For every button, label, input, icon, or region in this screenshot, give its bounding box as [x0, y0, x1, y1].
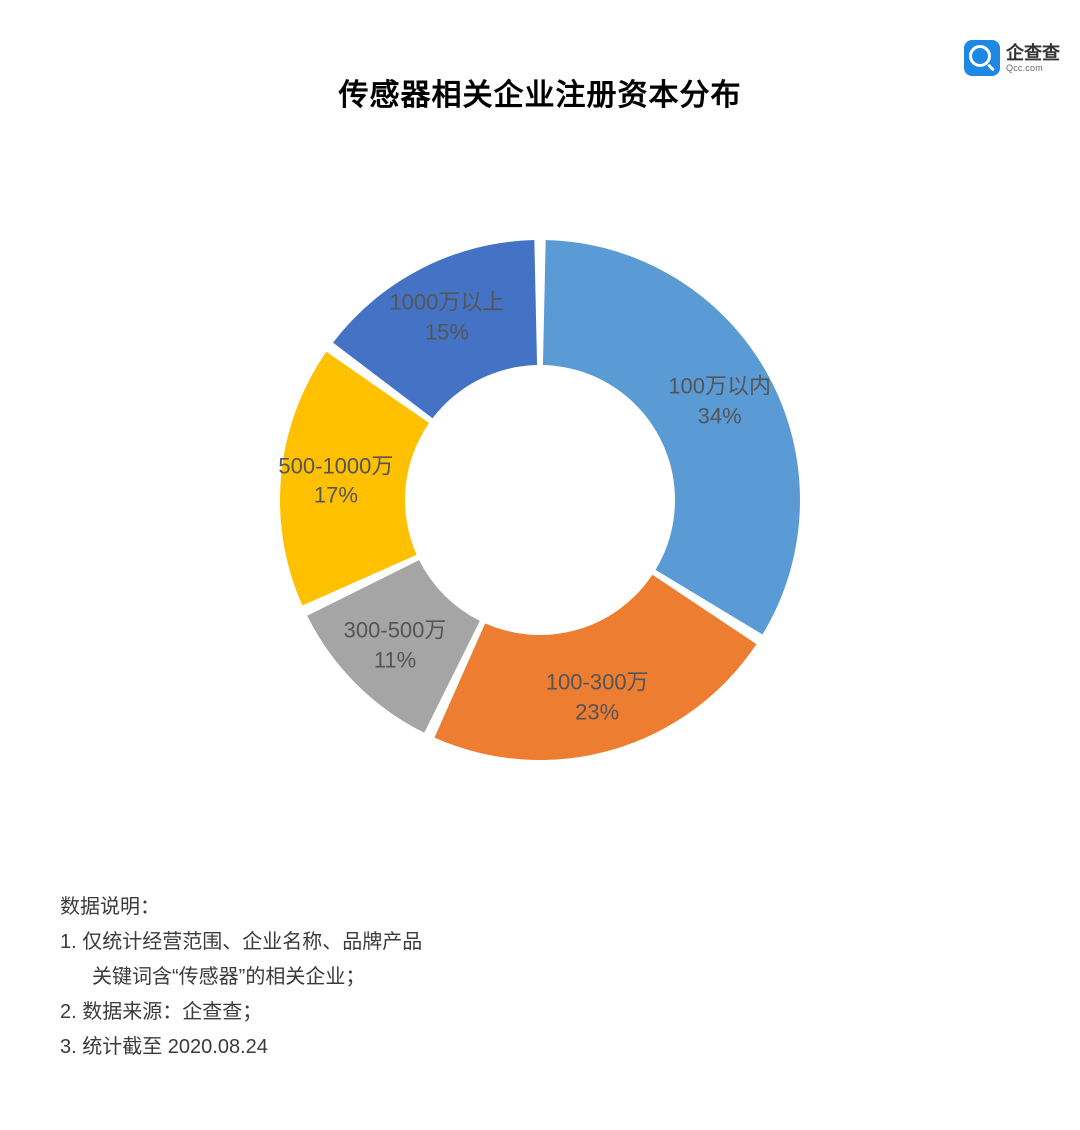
slice-label: 100-300万 23%: [546, 667, 649, 726]
slice-label-text: 1000万以上: [389, 290, 504, 315]
slice-label: 1000万以上 15%: [389, 288, 504, 347]
slice-label-percent: 34%: [698, 403, 742, 428]
logo-icon: [964, 40, 1000, 76]
slice-label: 500-1000万 17%: [278, 451, 393, 510]
slice-label-percent: 23%: [575, 699, 619, 724]
chart-title: 传感器相关企业注册资本分布: [0, 70, 1080, 114]
notes-line: 3. 统计截至 2020.08.24: [60, 1030, 422, 1065]
donut-chart: 100万以内 34% 100-300万 23% 300-500万 11% 500-1000万…: [210, 170, 870, 830]
logo-cn: 企查查: [1006, 44, 1060, 62]
logo-en: Qcc.com: [1006, 64, 1060, 73]
slice-label-text: 100-300万: [546, 669, 649, 694]
slice-label-percent: 11%: [374, 647, 416, 672]
logo-text: 企查查 Qcc.com: [1006, 44, 1060, 73]
slice-label: 300-500万 11%: [344, 615, 447, 674]
source-logo: 企查查 Qcc.com: [964, 40, 1060, 76]
slice-label-text: 300-500万: [344, 617, 447, 642]
slice-label: 100万以内 34%: [668, 372, 771, 431]
data-notes: 数据说明： 1. 仅统计经营范围、企业名称、品牌产品关键词含“传感器”的相关企业…: [60, 890, 422, 1065]
notes-lines: 1. 仅统计经营范围、企业名称、品牌产品关键词含“传感器”的相关企业；2. 数据…: [60, 925, 422, 1065]
notes-line: 关键词含“传感器”的相关企业；: [60, 960, 422, 995]
slice-label-text: 100万以内: [668, 374, 771, 399]
notes-heading: 数据说明：: [60, 890, 422, 925]
slice-label-percent: 17%: [314, 483, 358, 508]
slice-label-text: 500-1000万: [278, 453, 393, 478]
donut-slice: [543, 240, 800, 634]
slice-label-percent: 15%: [425, 319, 469, 344]
notes-line: 1. 仅统计经营范围、企业名称、品牌产品: [60, 925, 422, 960]
notes-line: 2. 数据来源：企查查；: [60, 995, 422, 1030]
